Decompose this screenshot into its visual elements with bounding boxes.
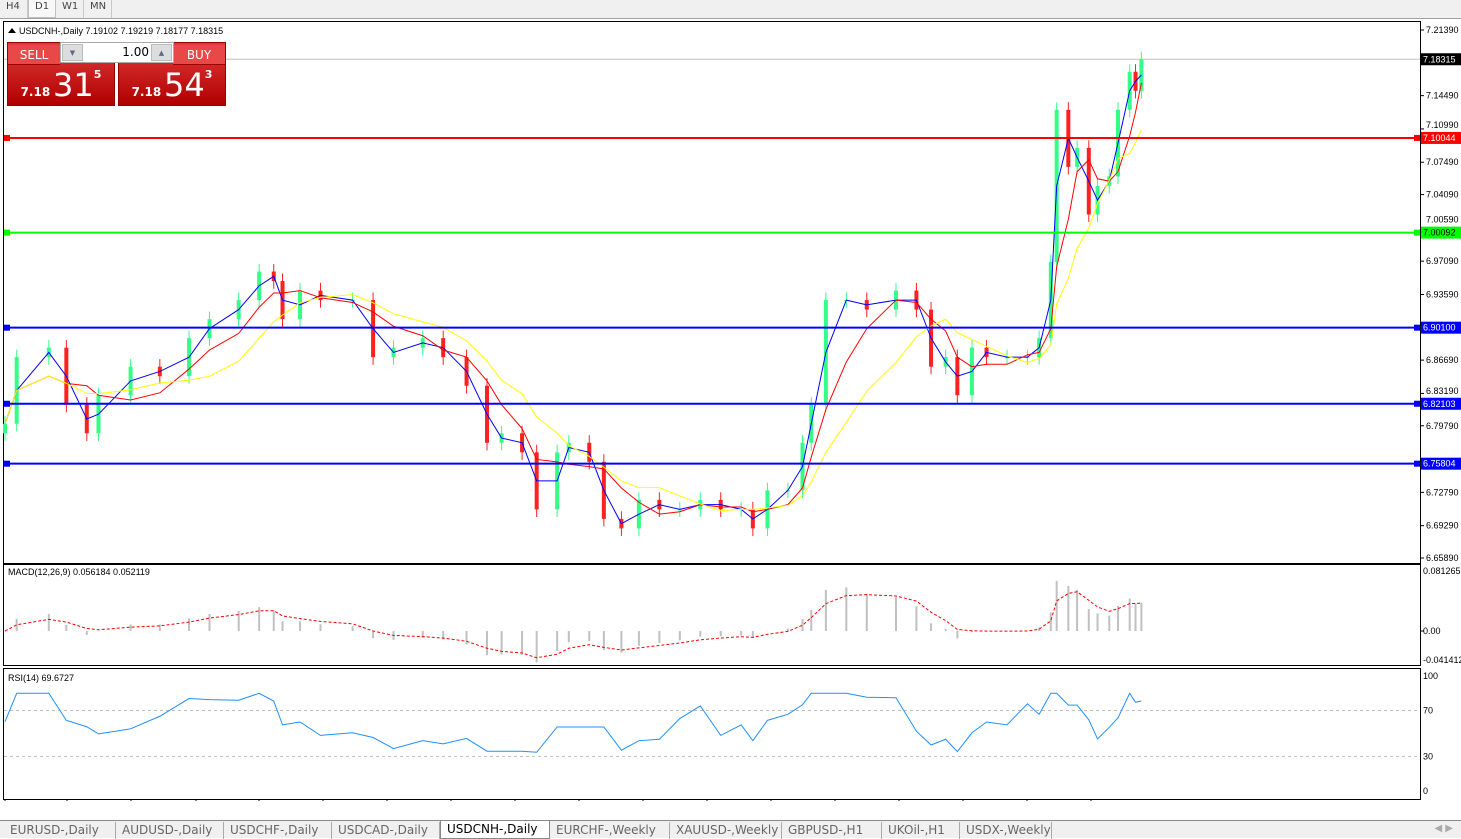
tab-ukoil-h1[interactable]: UKOil-,H1 — [882, 822, 960, 839]
line-handle[interactable] — [1414, 460, 1420, 467]
tab-usdx-weekly[interactable]: USDX-,Weekly — [960, 822, 1052, 839]
y-tick-label: 6.83190 — [1426, 386, 1459, 396]
y-tick-label: 6.86690 — [1426, 355, 1459, 365]
buy-price-prefix: 7.18 — [131, 85, 162, 99]
macd-label-bg — [6, 566, 158, 577]
rsi-tick-label: 30 — [1423, 752, 1433, 762]
line-handle[interactable] — [4, 134, 10, 141]
decrease-lots-button[interactable]: ▼ — [62, 44, 83, 61]
timeframe-toolbar: H4 D1 W1 MN — [0, 0, 1461, 19]
main-pane-frame — [3, 21, 1421, 564]
macd-pane-frame — [3, 564, 1421, 666]
line-price-label: 6.90100 — [1423, 323, 1456, 333]
tab-usdcad-daily[interactable]: USDCAD-,Daily — [332, 822, 440, 839]
line-handle[interactable] — [1414, 134, 1420, 141]
timeframe-mn[interactable]: MN — [84, 0, 112, 18]
buy-price-big: 54 — [164, 66, 205, 104]
rsi-label: RSI(14) 69.6727 — [8, 673, 74, 683]
timeframe-w1[interactable]: W1 — [56, 0, 84, 18]
macd-tick-label: 0.081265 — [1423, 566, 1461, 576]
line-price-label-bg — [1421, 226, 1461, 239]
y-tick-label: 7.07490 — [1426, 157, 1459, 167]
macd-signal-line — [4, 591, 1142, 659]
tab-usdchf-daily[interactable]: USDCHF-,Daily — [224, 822, 332, 839]
tab-eurusd-daily[interactable]: EURUSD-,Daily — [4, 822, 116, 839]
sell-price: 7.18 315 — [8, 67, 114, 103]
line-price-label: 6.75804 — [1423, 459, 1456, 469]
rsi-tick-label: 70 — [1423, 706, 1433, 716]
rsi-pane-frame — [3, 668, 1421, 800]
macd-label: MACD(12,26,9) 0.056184 0.052119 — [8, 567, 150, 577]
line-handle[interactable] — [4, 324, 10, 331]
y-tick-label: 6.79790 — [1426, 421, 1459, 431]
sell-price-big: 31 — [53, 66, 94, 104]
line-price-label-bg — [1421, 457, 1461, 470]
timeframe-d1[interactable]: D1 — [28, 0, 56, 18]
chart-header: USDCNH-,Daily 7.19102 7.19219 7.18177 7.… — [19, 26, 223, 36]
current-price-label-bg — [1421, 53, 1461, 66]
line-handle[interactable] — [4, 460, 10, 467]
line-price-label-bg — [1421, 131, 1461, 144]
line-price-label-bg — [1421, 397, 1461, 410]
y-tick-label: 7.21390 — [1426, 25, 1459, 35]
line-price-label: 6.82103 — [1423, 399, 1456, 409]
y-tick-label: 6.65890 — [1426, 553, 1459, 563]
ma-fast-line — [4, 74, 1142, 525]
one-click-trading-panel: SELL 7.18 315 BUY 7.18 543 ▼ 1.00 ▲ — [7, 42, 226, 106]
y-tick-label: 6.69290 — [1426, 521, 1459, 531]
tab-eurchf-weekly[interactable]: EURCHF-,Weekly — [550, 822, 670, 839]
tab-usdcnh-daily[interactable]: USDCNH-,Daily — [440, 821, 550, 839]
buy-label: BUY — [173, 45, 225, 65]
y-tick-label: 6.93590 — [1426, 289, 1459, 299]
sell-price-prefix: 7.18 — [20, 85, 51, 99]
sell-price-pip: 5 — [93, 68, 102, 81]
tab-gbpusd-h1[interactable]: GBPUSD-,H1 — [782, 822, 882, 839]
line-price-label: 7.00092 — [1423, 228, 1456, 238]
tab-audusd-daily[interactable]: AUDUSD-,Daily — [116, 822, 224, 839]
line-price-label-bg — [1421, 321, 1461, 334]
rsi-tick-label: 0 — [1423, 786, 1428, 796]
chart-window[interactable]: 7.21390 7.14490 7.10990 7.07490 7.04090 7.005… — [0, 19, 1461, 813]
tab-xauusd-weekly[interactable]: XAUUSD-,Weekly — [670, 822, 782, 839]
buy-price-pip: 3 — [204, 68, 213, 81]
current-price-label: 7.18315 — [1423, 54, 1456, 64]
increase-lots-button[interactable]: ▲ — [151, 44, 172, 61]
sell-label: SELL — [8, 45, 60, 65]
rsi-line — [4, 692, 1142, 753]
y-tick-label: 7.14490 — [1426, 91, 1459, 101]
chart-tabs: ◀ ▶ EURUSD-,Daily AUDUSD-,Daily USDCHF-,Dai… — [0, 820, 1461, 839]
line-handle[interactable] — [1414, 229, 1420, 236]
line-handle[interactable] — [1414, 400, 1420, 407]
buy-price: 7.18 543 — [119, 67, 225, 103]
line-price-label: 7.10044 — [1423, 133, 1456, 143]
y-tick-label: 6.97090 — [1426, 256, 1459, 266]
macd-tick-label: -0.041412 — [1423, 655, 1461, 665]
line-handle[interactable] — [1414, 324, 1420, 331]
rsi-tick-label: 100 — [1423, 671, 1438, 681]
line-handle[interactable] — [4, 229, 10, 236]
tab-scroll-arrows-icon[interactable]: ◀ ▶ — [1434, 823, 1453, 834]
lot-size-input[interactable]: 1.00 — [122, 45, 149, 59]
y-tick-label: 7.04090 — [1426, 190, 1459, 200]
y-tick-label: 7.00590 — [1426, 215, 1459, 225]
y-tick-label: 6.72790 — [1426, 487, 1459, 497]
y-tick-label: 7.10990 — [1426, 120, 1459, 130]
lot-size-stepper[interactable]: ▼ 1.00 ▲ — [60, 42, 174, 63]
line-handle[interactable] — [4, 400, 10, 407]
macd-tick-label: 0.00 — [1423, 626, 1441, 636]
bull-candle — [3, 423, 7, 434]
price-chart[interactable]: 7.21390 7.14490 7.10990 7.07490 7.04090 7.005… — [0, 19, 1461, 813]
collapse-triangle-icon[interactable] — [8, 28, 16, 33]
ma-slow-line — [4, 129, 1142, 512]
timeframe-h4[interactable]: H4 — [0, 0, 28, 18]
ma-mid-line — [4, 82, 1142, 515]
